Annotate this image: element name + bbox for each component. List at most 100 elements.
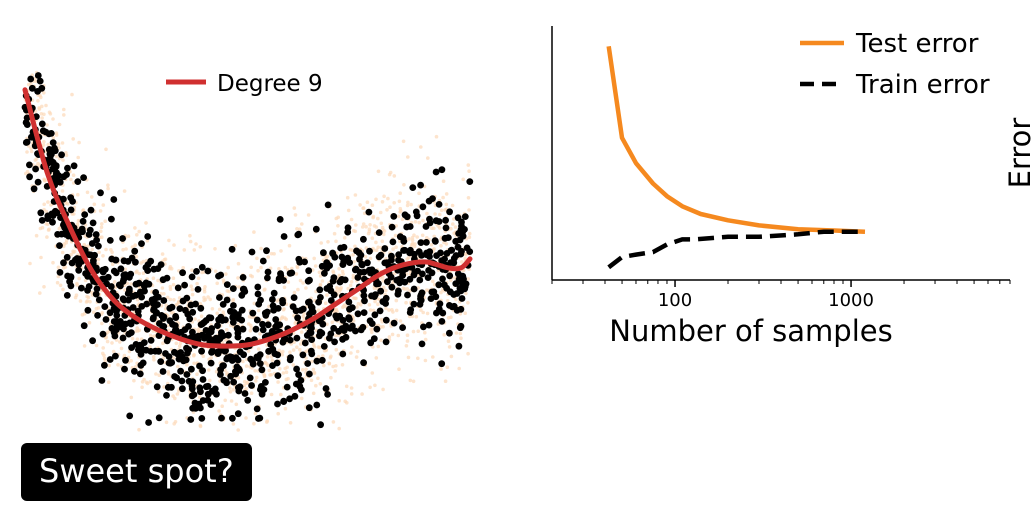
noise-dot [314,383,318,388]
sample-point [225,331,232,339]
noise-dot [332,231,337,236]
sample-point [219,301,227,308]
sample-point [280,397,288,405]
sample-point [49,218,56,226]
noise-dot [417,191,421,196]
noise-dot [245,380,250,385]
sample-point [327,330,335,338]
noise-dot [401,139,406,144]
noise-dot [51,117,55,121]
sample-point [92,290,100,298]
noise-dot [457,366,462,371]
noise-dot [103,219,107,223]
noise-dot [355,349,360,354]
noise-dot [334,364,338,368]
noise-dot [286,280,291,284]
noise-dot [54,154,59,159]
noise-dot [83,278,88,283]
noise-dot [28,261,32,266]
sample-point [38,120,46,128]
noise-dot [118,340,122,344]
noise-dot [458,331,463,336]
noise-dot [312,370,317,375]
sample-point [153,383,161,391]
noise-dot [156,278,160,283]
sample-point [339,261,347,268]
sample-point [403,213,411,221]
sample-point [165,353,173,360]
sample-point [192,404,200,412]
noise-dot [432,226,436,231]
sample-point [292,307,300,315]
noise-dot [228,390,233,394]
sample-point [106,237,114,244]
sample-point [147,348,155,355]
noise-dot [361,222,366,226]
sample-point [47,130,55,137]
noise-dot [287,243,292,248]
sample-point [306,370,313,378]
noise-dot [244,416,248,420]
noise-dot [42,202,46,207]
sample-point [305,267,313,275]
noise-dot [177,344,182,349]
noise-dot [152,357,156,362]
sample-point [248,248,256,256]
sample-point [360,359,367,367]
noise-dot [370,203,375,207]
sample-point [199,397,207,404]
sample-point [428,269,436,277]
noise-dot [442,333,447,337]
sample-point [410,300,418,308]
sample-point [461,213,469,221]
sample-point [174,350,181,358]
sample-point [101,361,108,369]
noise-dot [410,238,415,243]
sample-point [254,355,262,362]
noise-dot [463,311,468,316]
noise-dot [371,215,375,220]
sample-point [283,383,291,391]
sample-point [383,259,391,267]
sample-point [145,419,153,426]
sample-point [102,316,110,323]
sample-point [132,280,140,288]
noise-dot [446,339,451,344]
noise-dot [423,337,428,342]
sample-point [324,391,331,398]
legend-label-test-error: Test error [855,29,979,59]
noise-dot [351,273,356,278]
sample-point [134,307,142,315]
sample-point [305,298,312,306]
sample-point [117,265,125,273]
noise-dot [350,345,354,349]
noise-dot [323,301,328,306]
sample-point [106,356,114,363]
sample-point [455,342,463,350]
sample-point [448,246,456,254]
noise-dot [299,396,304,401]
noise-dot [398,319,403,323]
noise-dot [265,354,270,359]
noise-dot [132,378,136,383]
noise-dot [236,276,240,280]
sample-point [188,385,196,393]
sample-point [159,368,167,375]
noise-dot [45,123,49,127]
noise-dot [384,306,388,311]
sample-point [89,219,97,227]
noise-dot [188,233,192,238]
noise-dot [40,104,44,109]
noise-dot [396,333,401,338]
sample-point [202,383,210,391]
sample-point [244,396,252,404]
sample-point [256,360,264,367]
sample-point [331,338,338,346]
sample-point [136,370,144,378]
noise-dot [461,177,466,182]
sample-point [235,384,242,392]
sample-point [229,414,236,422]
sample-point [205,333,212,340]
noise-dot [365,200,370,204]
sample-point [46,154,54,162]
